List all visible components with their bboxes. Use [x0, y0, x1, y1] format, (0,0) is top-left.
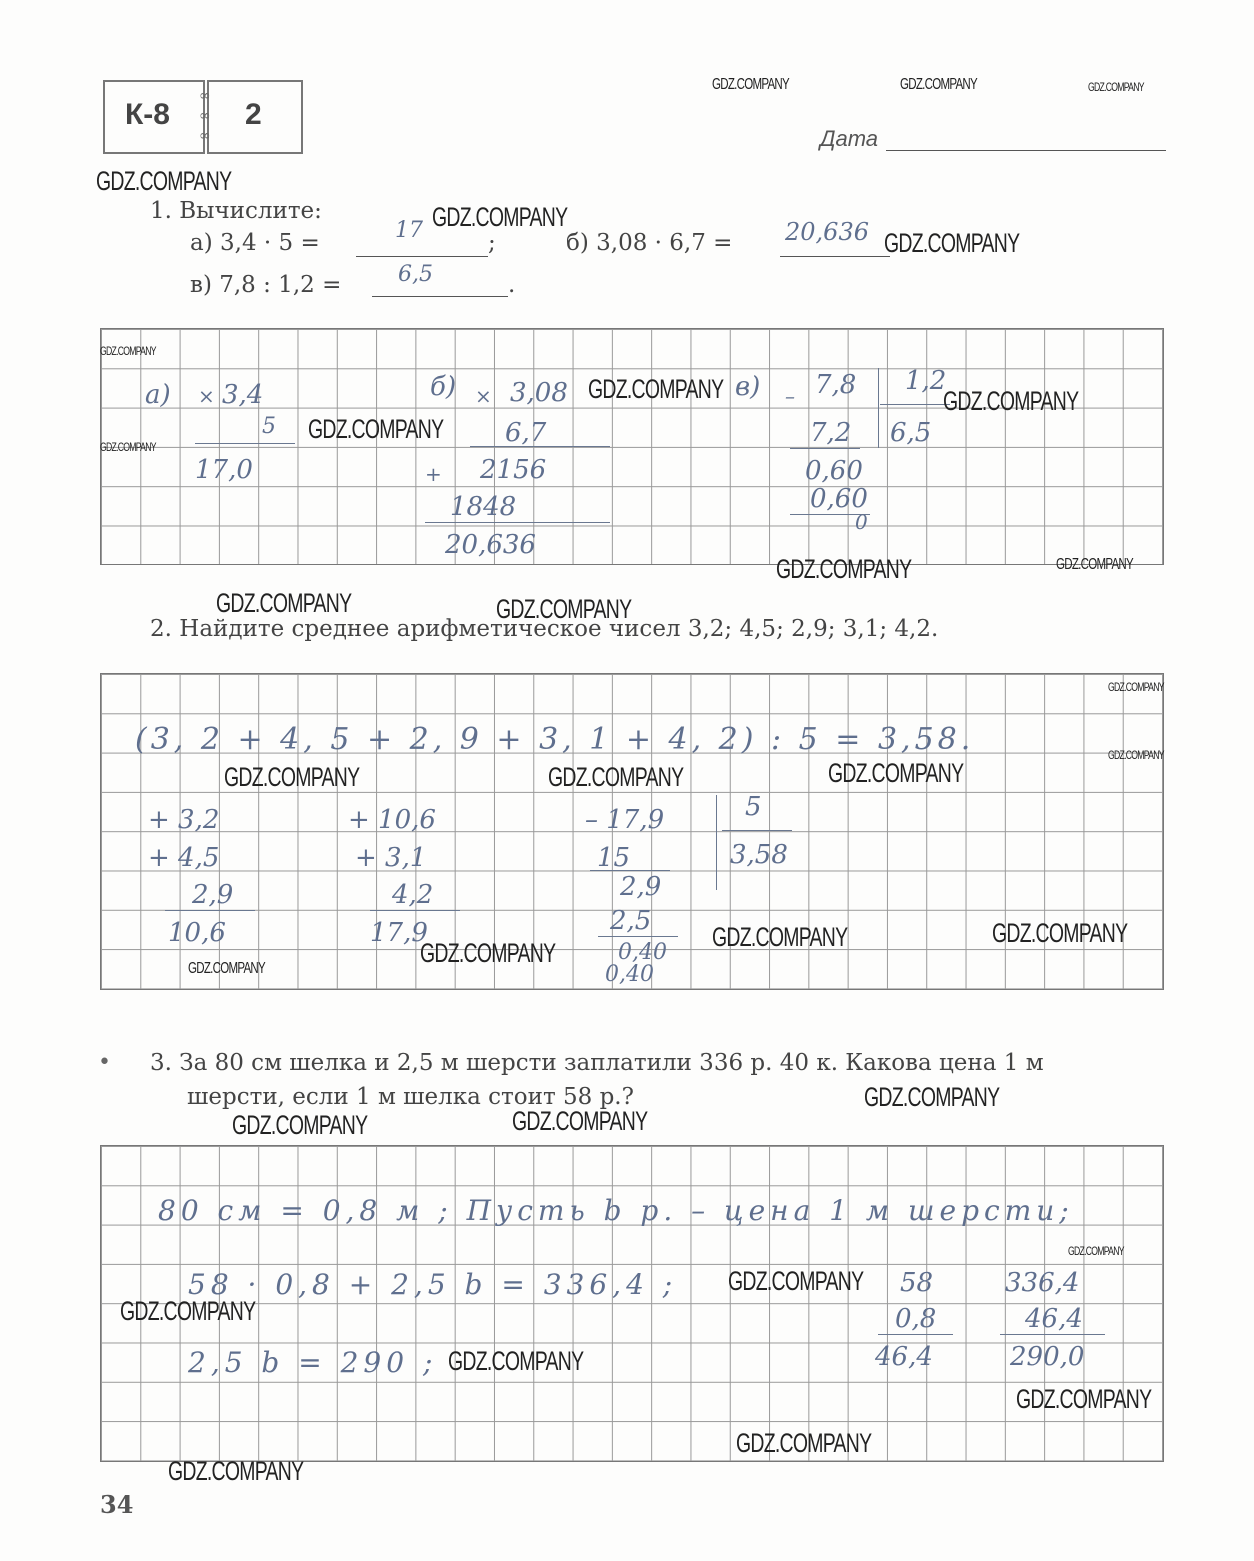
watermark: GDZ.COMPANY — [232, 1110, 368, 1140]
watermark: GDZ.COMPANY — [1056, 556, 1134, 573]
task3-work-grid — [100, 1145, 1164, 1462]
watermark: GDZ.COMPANY — [432, 202, 568, 232]
watermark: GDZ.COMPANY — [943, 386, 1079, 416]
date-field[interactable] — [886, 128, 1166, 151]
watermark: GDZ.COMPANY — [992, 918, 1128, 948]
watermark: GDZ.COMPANY — [120, 1296, 256, 1326]
watermark: GDZ.COMPANY — [96, 166, 232, 196]
watermark: GDZ.COMPANY — [1068, 1244, 1124, 1258]
badge-work-number: К-8 — [125, 98, 170, 131]
hard-task-bullet: • — [98, 1050, 111, 1075]
watermark: GDZ.COMPANY — [496, 594, 632, 624]
watermark: GDZ.COMPANY — [448, 1346, 584, 1376]
watermark: GDZ.COMPANY — [776, 554, 912, 584]
date-label: Дата — [820, 126, 879, 151]
watermark: GDZ.COMPANY — [864, 1082, 1000, 1112]
watermark: GDZ.COMPANY — [100, 344, 156, 358]
task1-c-answer: 6,5 — [398, 262, 433, 287]
watermark: GDZ.COMPANY — [308, 414, 444, 444]
watermark: GDZ.COMPANY — [884, 228, 1020, 258]
watermark: GDZ.COMPANY — [712, 76, 790, 93]
variant-badge: К-8 ∞ ∞ ∞ 2 — [103, 80, 303, 154]
watermark: GDZ.COMPANY — [588, 374, 724, 404]
ring-binder-icon: ∞ ∞ ∞ — [199, 88, 211, 144]
watermark: GDZ.COMPANY — [736, 1428, 872, 1458]
watermark: GDZ.COMPANY — [512, 1106, 648, 1136]
watermark: GDZ.COMPANY — [828, 758, 964, 788]
task1-a-answer: 17 — [395, 218, 423, 243]
watermark: GDZ.COMPANY — [420, 938, 556, 968]
watermark: GDZ.COMPANY — [900, 76, 978, 93]
watermark: GDZ.COMPANY — [168, 1456, 304, 1486]
badge-variant-number: 2 — [245, 98, 262, 131]
task1-work-grid — [100, 328, 1164, 565]
watermark: GDZ.COMPANY — [224, 762, 360, 792]
task3-text-line1: 3. За 80 см шелка и 2,5 м шерсти заплати… — [150, 1050, 1044, 1076]
watermark: GDZ.COMPANY — [100, 440, 156, 454]
task1-a-expression: а) 3,4 · 5 = — [190, 230, 320, 256]
watermark: GDZ.COMPANY — [188, 960, 266, 977]
watermark: GDZ.COMPANY — [548, 762, 684, 792]
task1-b-answer: 20,636 — [785, 218, 869, 246]
task3-text-line2: шерсти, если 1 м шелка стоит 58 р.? — [187, 1084, 634, 1110]
watermark: GDZ.COMPANY — [712, 922, 848, 952]
page-number: 34 — [100, 1490, 134, 1519]
watermark: GDZ.COMPANY — [216, 588, 352, 618]
watermark: GDZ.COMPANY — [728, 1266, 864, 1296]
watermark: GDZ.COMPANY — [1108, 680, 1164, 694]
task1-b-expression: б) 3,08 · 6,7 = — [566, 230, 733, 256]
task2-title: 2. Найдите среднее арифметическое чисел … — [150, 616, 939, 642]
task1-title: 1. Вычислите: — [150, 198, 322, 224]
watermark: GDZ.COMPANY — [1108, 748, 1164, 762]
watermark: GDZ.COMPANY — [1088, 80, 1144, 94]
task1-c-expression: в) 7,8 : 1,2 = — [190, 272, 342, 298]
watermark: GDZ.COMPANY — [1016, 1384, 1152, 1414]
